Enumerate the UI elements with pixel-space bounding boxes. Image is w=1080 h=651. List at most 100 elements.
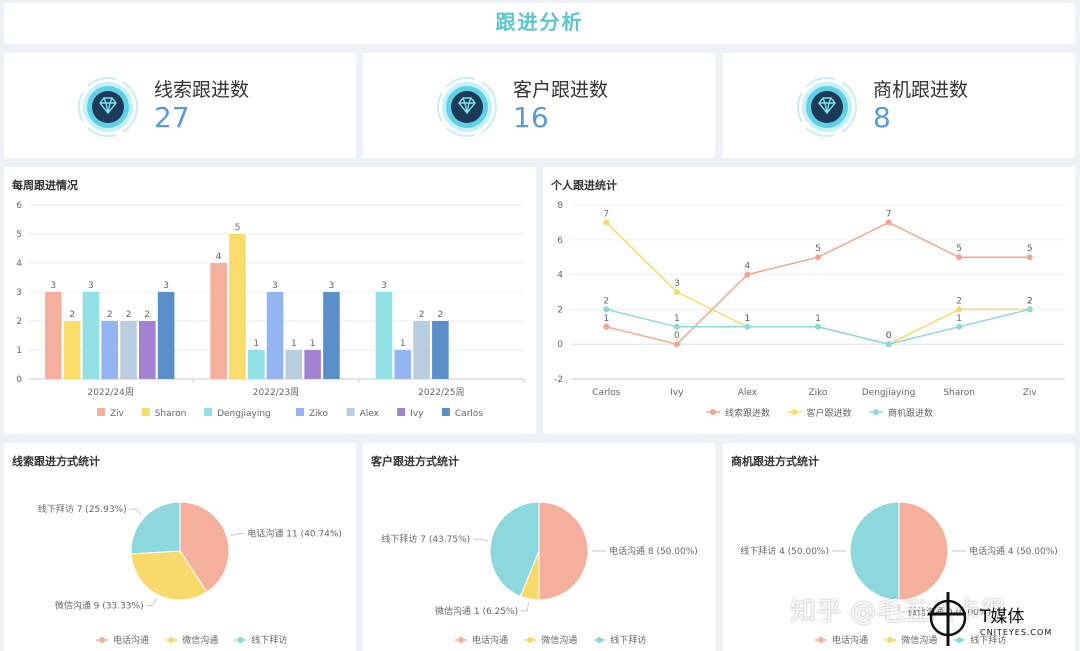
point-data-label: 1	[815, 314, 821, 324]
bar	[285, 350, 303, 379]
point-data-label: 1	[745, 314, 751, 324]
y-tick-label: 5	[16, 230, 22, 240]
point-data-label: 0	[674, 331, 680, 341]
legend-marker	[818, 637, 824, 643]
line-point	[603, 219, 610, 226]
pie-data-label: 微信沟通 1 (6.25%)	[435, 605, 518, 617]
y-tick-label: 0	[557, 340, 563, 350]
y-tick-label: 0	[16, 375, 22, 385]
kpi-label: 线索跟进数	[154, 79, 250, 101]
point-data-label: 1	[674, 314, 680, 324]
pie-leader-line	[898, 604, 905, 613]
x-tick-label: Ziko	[808, 388, 828, 398]
pie-data-label: 电话沟通 11 (40.74%)	[247, 528, 342, 540]
legend-label: Carlos	[455, 409, 484, 419]
line-point	[885, 341, 892, 348]
line-point	[744, 323, 751, 330]
x-tick-label: 2022/25周	[418, 387, 464, 398]
legend-label: Ziv	[110, 409, 125, 419]
line-point	[673, 341, 680, 348]
bar	[120, 321, 137, 379]
legend-marker	[791, 409, 798, 415]
point-data-label: 4	[745, 262, 751, 272]
bar-data-label: 1	[253, 339, 259, 349]
bar	[210, 263, 227, 379]
line-point	[956, 306, 963, 313]
bar	[304, 350, 321, 379]
legend-marker	[99, 637, 105, 643]
legend-label: 微信沟通	[182, 634, 218, 646]
weekly-bar-chart: 0 1 2 3 4 5 6 3 2 3 2 2 2 3 2022/24周 4 5 1 3 1 1 3 2022/23周 3 1 2…	[16, 201, 525, 419]
kpi-card-customers: 客户跟进数 16	[363, 53, 715, 158]
legend-label: 电话沟通	[832, 634, 868, 646]
bar-data-label: 2	[144, 310, 150, 320]
legend-marker	[458, 637, 464, 643]
y-tick-label: 2	[16, 317, 22, 327]
bar-data-label: 3	[329, 281, 335, 291]
pie-leader-line	[230, 533, 245, 537]
customer-method-card: 客户跟进方式统计 电话沟通 8 (50.00%) 微信沟通 1 (6.25%) 线下…	[363, 443, 715, 651]
bar	[432, 321, 449, 379]
legend-marker	[710, 409, 716, 415]
legend-marker	[956, 637, 963, 643]
customer-method-pie: 电话沟通 8 (50.00%) 微信沟通 1 (6.25%) 线下拜访 7 (43.…	[381, 501, 698, 646]
kpi-card-opportunities: 商机跟进数 8	[723, 53, 1075, 158]
opportunity-method-card: 商机跟进方式统计 电话沟通 4 (50.00%)微信沟通 0 (0.00%)线下…	[723, 443, 1075, 651]
bar	[229, 234, 246, 379]
chart-title: 每周跟进情况	[12, 179, 78, 192]
bar	[101, 321, 118, 379]
point-data-label: 2	[603, 296, 609, 306]
legend-swatch	[296, 408, 304, 416]
legend-label: 商机跟进数	[888, 407, 933, 419]
watermark-brand-sub: CNITEYES.COM	[980, 628, 1052, 637]
y-tick-label: 4	[16, 259, 22, 269]
diamond-badge-icon	[797, 77, 857, 137]
line-point	[815, 254, 821, 261]
pie-slice	[849, 501, 900, 601]
bar	[323, 292, 340, 379]
kpi-value: 8	[873, 101, 891, 134]
x-tick-label: 2022/23周	[253, 387, 299, 398]
pie-data-label: 电话沟通 8 (50.00%)	[609, 545, 698, 557]
opportunity-method-pie: 电话沟通 4 (50.00%)微信沟通 0 (0.00%)线下拜访 4 (50.…	[740, 501, 1058, 646]
pie-slice	[489, 501, 540, 597]
point-data-label: 0	[886, 331, 892, 341]
kpi-value: 16	[513, 101, 549, 134]
legend-swatch	[346, 408, 355, 416]
pie-data-label: 微信沟通 9 (33.33%)	[55, 600, 144, 612]
x-tick-label: 2022/24周	[87, 387, 133, 398]
bar	[247, 350, 265, 379]
line-point	[1026, 306, 1033, 313]
bar	[413, 321, 430, 379]
bar	[139, 321, 156, 379]
chart-title: 商机跟进方式统计	[731, 455, 819, 468]
point-data-label: 5	[1027, 244, 1033, 254]
line-point	[885, 219, 892, 226]
bar-data-label: 4	[216, 252, 222, 262]
line-point	[1026, 254, 1033, 261]
pie-data-label: 线下拜访 4 (50.00%)	[740, 545, 829, 557]
y-tick-label: 1	[16, 346, 22, 356]
legend-label: 客户跟进数	[807, 407, 852, 419]
bar-data-label: 3	[50, 281, 56, 291]
legend-swatch	[397, 408, 406, 416]
legend-label: Sharon	[155, 409, 187, 419]
bar	[63, 321, 81, 379]
pie-leader-line	[521, 602, 530, 612]
bar-data-label: 1	[310, 339, 316, 349]
bar-data-label: 2	[69, 310, 75, 320]
kpi-label: 客户跟进数	[513, 79, 609, 101]
legend-label: 线下拜访	[970, 634, 1006, 646]
legend-swatch	[97, 408, 105, 416]
legend-swatch	[204, 408, 213, 416]
diamond-badge-icon	[78, 77, 138, 137]
y-tick-label: 3	[16, 288, 22, 298]
legend-marker	[873, 409, 879, 415]
line-point	[673, 323, 680, 330]
pie-leader-line	[473, 538, 488, 542]
y-tick-label: 4	[557, 271, 563, 281]
weekly-followup-card: 每周跟进情况 0 1 2 3 4 5 6 3 2 3 2 2 2 3 2022/24周 4 5 1 3 1 1 3 2022…	[4, 167, 536, 434]
pie-data-label: 电话沟通 4 (50.00%)	[969, 545, 1058, 557]
bar-data-label: 3	[272, 281, 278, 291]
bar-data-label: 3	[381, 281, 387, 291]
